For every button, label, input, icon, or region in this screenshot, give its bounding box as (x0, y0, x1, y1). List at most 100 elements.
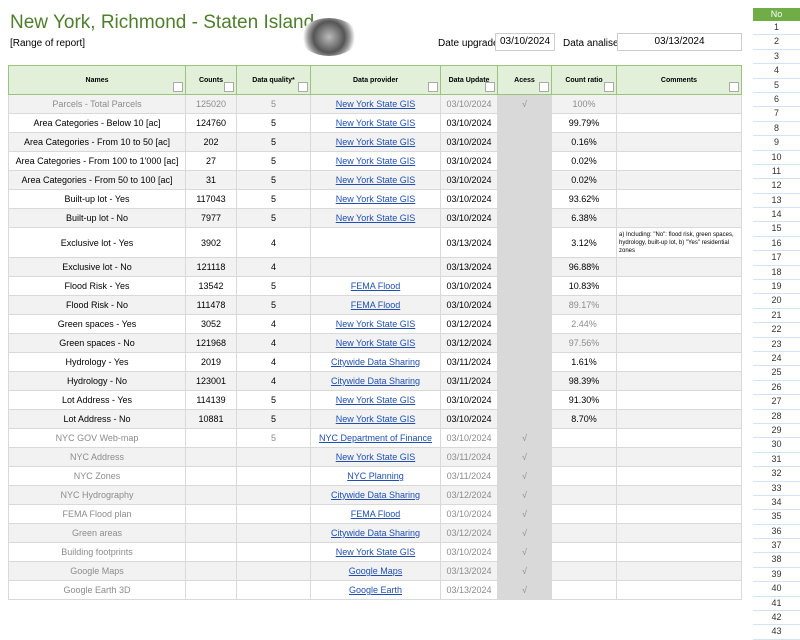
provider-link[interactable]: Citywide Data Sharing (330, 528, 421, 538)
cell: 10.83% (551, 276, 617, 296)
cell: Google Maps (8, 561, 186, 581)
report-table: Names Counts Data quality* Data provider Dat… (8, 65, 742, 600)
provider-link[interactable]: NYC Planning (347, 471, 404, 481)
row-number: 29 (753, 423, 800, 439)
cell: 03/10/2024 (440, 113, 498, 133)
count-ratio: 89.17% (568, 300, 600, 310)
cell: 03/10/2024 (440, 94, 498, 114)
cell: 03/11/2024 (440, 447, 498, 467)
cell (185, 523, 237, 543)
cell: New York State GIS (310, 314, 441, 334)
column-header[interactable]: Data Update (440, 65, 498, 95)
cell: 100% (551, 94, 617, 114)
cell (497, 352, 552, 372)
count-ratio: 8.70% (571, 414, 597, 424)
cell: 117043 (185, 189, 237, 209)
cell (616, 542, 742, 562)
count-ratio: 10.83% (568, 281, 600, 291)
cell: 111478 (185, 295, 237, 315)
cell (551, 580, 617, 600)
column-header[interactable]: Acess (497, 65, 552, 95)
count-ratio: 100% (572, 99, 596, 109)
cell (616, 170, 742, 190)
cell: New York State GIS (310, 409, 441, 429)
row-number: 27 (753, 395, 800, 410)
row-number: 17 (753, 251, 800, 266)
row-number: 26 (753, 380, 800, 396)
provider-link[interactable]: New York State GIS (335, 547, 416, 557)
row-number: 25 (753, 366, 800, 381)
row-number: 31 (753, 452, 800, 468)
cell: 31 (185, 170, 237, 190)
cell (616, 132, 742, 152)
cell: Area Categories - From 10 to 50 [ac] (8, 132, 186, 152)
cell (616, 485, 742, 505)
cell: 3052 (185, 314, 237, 334)
provider-link[interactable]: NYC Department of Finance (318, 433, 433, 443)
cell (497, 113, 552, 133)
cell: 5 (236, 390, 311, 410)
provider-link[interactable]: Citywide Data Sharing (330, 376, 421, 386)
table-row: Hydrology - Yes 2019 4 Citywide Data Sharin… (8, 352, 742, 372)
column-header[interactable]: Counts (185, 65, 237, 95)
date-upgrade[interactable]: 03/10/2024 (495, 33, 555, 51)
provider-link[interactable]: New York State GIS (335, 118, 416, 128)
count-ratio: 1.61% (571, 357, 597, 367)
cell: 5 (236, 295, 311, 315)
provider-link[interactable]: New York State GIS (335, 99, 416, 109)
cell: 114139 (185, 390, 237, 410)
provider-link[interactable]: New York State GIS (335, 137, 416, 147)
column-header[interactable]: Comments (616, 65, 742, 95)
table-row: Exclusive lot - Yes 3902 4 03/13/2024 3.12% a… (8, 227, 742, 258)
cell: FEMA Flood plan (8, 504, 186, 524)
cell (551, 447, 617, 467)
cell: √ (497, 485, 552, 505)
provider-link[interactable]: FEMA Flood (350, 300, 401, 310)
cell: Building footprints (8, 542, 186, 562)
provider-link[interactable]: New York State GIS (335, 338, 416, 348)
cell: 96.88% (551, 257, 617, 277)
cell: 0.02% (551, 151, 617, 171)
cell (310, 227, 441, 258)
cell: 4 (236, 227, 311, 258)
cell: 123001 (185, 371, 237, 391)
provider-link[interactable]: FEMA Flood (350, 509, 401, 519)
row-number: 13 (753, 193, 800, 209)
cell: 202 (185, 132, 237, 152)
row-number: 10 (753, 150, 800, 165)
provider-link[interactable]: New York State GIS (335, 395, 416, 405)
row-number: 14 (753, 208, 800, 223)
column-header[interactable]: Data provider (310, 65, 441, 95)
cell (551, 523, 617, 543)
provider-link[interactable]: FEMA Flood (350, 281, 401, 291)
cell: New York State GIS (310, 151, 441, 171)
provider-link[interactable]: New York State GIS (335, 175, 416, 185)
cell (616, 561, 742, 581)
cell: 97.56% (551, 333, 617, 353)
provider-link[interactable]: Citywide Data Sharing (330, 357, 421, 367)
date-analise[interactable]: 03/13/2024 (617, 33, 742, 51)
provider-link[interactable]: New York State GIS (335, 414, 416, 424)
provider-link[interactable]: New York State GIS (335, 213, 416, 223)
cell: √ (497, 542, 552, 562)
subtitle: [Range of report] (10, 38, 86, 49)
cell: 03/12/2024 (440, 314, 498, 334)
cell: NYC GOV Web-map (8, 428, 186, 448)
cell: Built-up lot - No (8, 208, 186, 228)
provider-link[interactable]: New York State GIS (335, 452, 416, 462)
provider-link[interactable]: Citywide Data Sharing (330, 490, 421, 500)
column-header[interactable]: Data quality* (236, 65, 311, 95)
cell: New York State GIS (310, 447, 441, 467)
provider-link[interactable]: New York State GIS (335, 156, 416, 166)
cell: New York State GIS (310, 333, 441, 353)
cell (616, 390, 742, 410)
provider-link[interactable]: New York State GIS (335, 319, 416, 329)
provider-link[interactable]: New York State GIS (335, 194, 416, 204)
table-row: Parcels - Total Parcels 125020 5 New York S… (8, 94, 742, 114)
provider-link[interactable]: Google Maps (348, 566, 403, 576)
column-header[interactable]: Names (8, 65, 186, 95)
provider-link[interactable]: Google Earth (348, 585, 403, 595)
count-ratio: 91.30% (568, 395, 600, 405)
cell: 03/13/2024 (440, 257, 498, 277)
column-header[interactable]: Count ratio (551, 65, 617, 95)
